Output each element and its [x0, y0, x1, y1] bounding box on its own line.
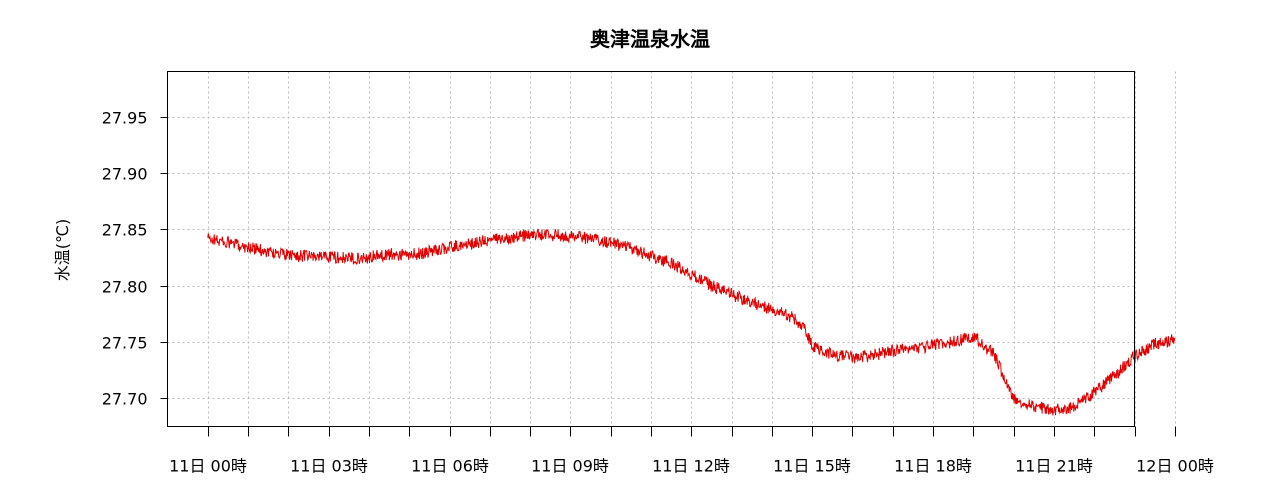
x-tick-label: 11日 00時 [169, 457, 247, 476]
y-tick-label: 27.95 [102, 109, 148, 128]
grid-layer [167, 71, 1176, 427]
x-tick-label: 11日 21時 [1015, 457, 1093, 476]
x-tick-label: 11日 09時 [531, 457, 609, 476]
y-tick-label: 27.90 [102, 165, 148, 184]
x-tick-label: 11日 15時 [773, 457, 851, 476]
series-line [207, 228, 1176, 416]
y-tick-label: 27.85 [102, 221, 148, 240]
x-tick-label: 11日 12時 [652, 457, 730, 476]
chart-title: 奥津温泉水温 [590, 27, 710, 51]
axis-layer: 27.70 27.75 27.80 27.85 27.90 27.95 11日 00時 11日… [102, 109, 1214, 476]
x-tick-label: 12日 00時 [1136, 457, 1214, 476]
x-tick-label: 11日 18時 [894, 457, 972, 476]
y-tick-label: 27.75 [102, 334, 148, 353]
y-axis-label: 水温(℃) [53, 219, 72, 281]
y-tick-label: 27.70 [102, 390, 148, 409]
y-tick-label: 27.80 [102, 278, 148, 297]
x-tick-label: 11日 06時 [411, 457, 489, 476]
data-layer [207, 228, 1176, 416]
x-tick-label: 11日 03時 [290, 457, 368, 476]
